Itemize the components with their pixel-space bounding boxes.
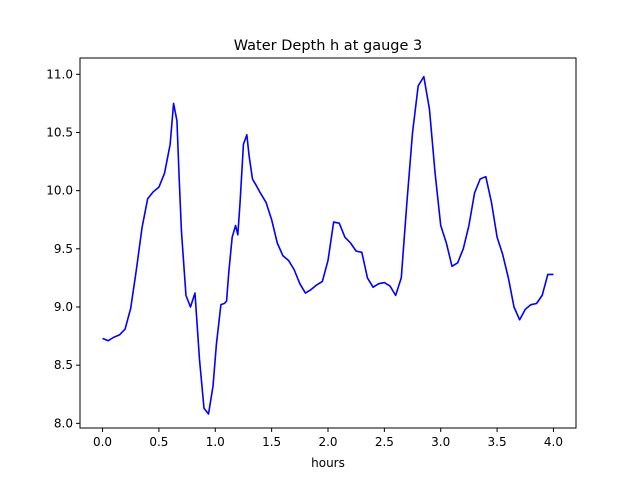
y-tick-label: 9.5 [54, 242, 73, 256]
y-tick-label: 11.0 [46, 67, 73, 81]
x-tick-label: 4.0 [544, 435, 563, 449]
x-tick-label: 3.0 [431, 435, 450, 449]
plot-layer [102, 75, 554, 415]
chart-title: Water Depth h at gauge 3 [234, 38, 422, 54]
y-tick-label: 10.0 [46, 184, 73, 198]
x-tick-label: 2.5 [375, 435, 394, 449]
x-axis-ticks: 0.0 0.5 1.0 1.5 2.0 2.5 3.0 3.5 4.0 [93, 428, 563, 449]
plot-frame [79, 57, 577, 429]
y-tick-label: 10.5 [46, 125, 73, 139]
x-tick-label: 1.5 [262, 435, 281, 449]
series-line-0 [102, 75, 554, 415]
x-tick-label: 2.0 [318, 435, 337, 449]
x-axis-label: hours [311, 456, 345, 470]
y-tick-label: 8.0 [54, 416, 73, 430]
x-tick-label: 0.5 [149, 435, 168, 449]
y-tick-label: 9.0 [54, 300, 73, 314]
x-tick-label: 1.0 [206, 435, 225, 449]
x-tick-label: 3.5 [488, 435, 507, 449]
y-axis-ticks: 8.0 8.5 9.0 9.5 10.0 10.5 11.0 [46, 67, 80, 430]
y-tick-label: 8.5 [54, 358, 73, 372]
x-tick-label: 0.0 [93, 435, 112, 449]
